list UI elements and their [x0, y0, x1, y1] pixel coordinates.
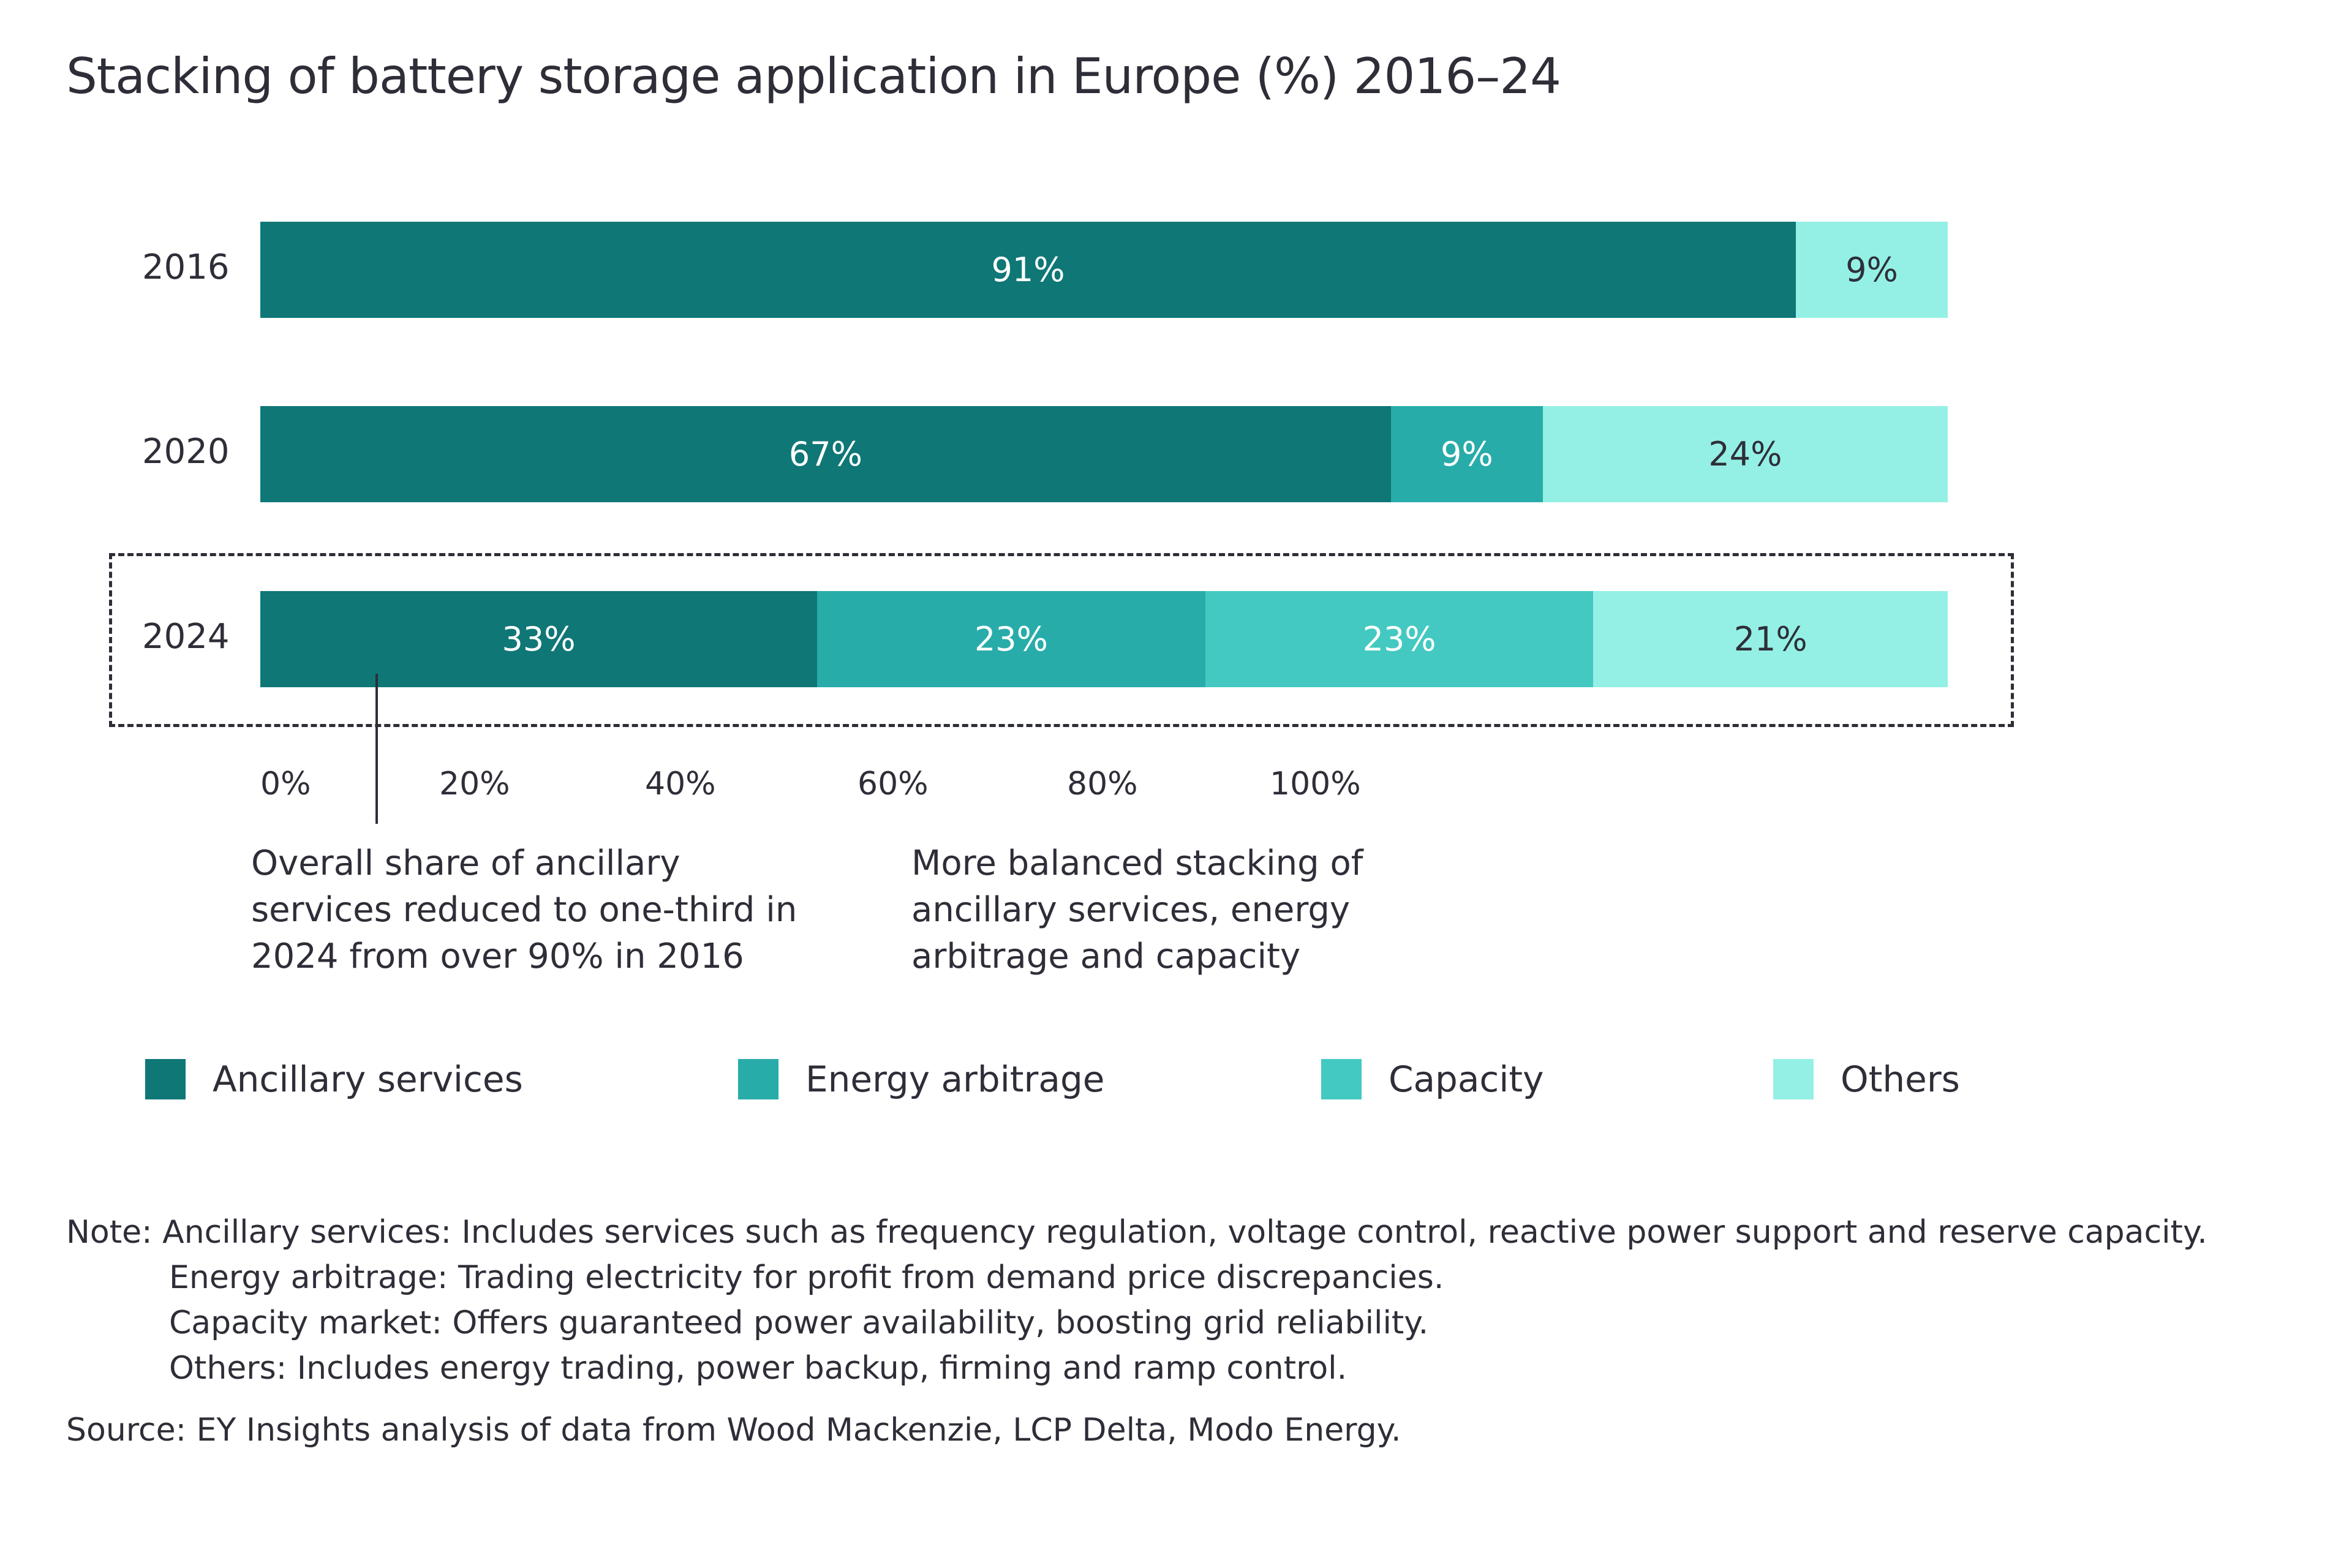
bar-segment-ancillary-services: 33% [260, 591, 818, 687]
bar-segment-energy-arbitrage: 23% [817, 591, 1205, 687]
x-tick-label: 100% [1270, 766, 1361, 802]
bar-segment-others: 9% [1796, 222, 1948, 318]
stacked-bar-2024: 33% 23% 23% 21% [260, 591, 1948, 687]
annotation-ancillary: Overall share of ancillary services redu… [251, 840, 797, 980]
legend-label: Energy arbitrage [805, 1058, 1105, 1100]
chart-source: Source: EY Insights analysis of data fro… [66, 1412, 1401, 1449]
legend-swatch [1321, 1059, 1362, 1099]
legend-item: Capacity [1321, 1058, 1544, 1100]
legend-swatch [1773, 1059, 1814, 1099]
bar-segment-ancillary-services: 91% [260, 222, 1796, 318]
annotation-line: arbitrage and capacity [911, 937, 1301, 976]
chart-notes: Note: Ancillary services: Includes servi… [66, 1210, 2207, 1391]
legend-label: Ancillary services [213, 1058, 523, 1100]
highlight-box-2024 [109, 553, 2014, 727]
data-label: 9% [1440, 435, 1493, 473]
bar-segment-others: 21% [1593, 591, 1948, 687]
x-tick-label: 20% [439, 766, 510, 802]
bar-segment-ancillary-services: 67% [260, 406, 1391, 502]
bar-segment-others: 24% [1542, 406, 1948, 502]
legend-label: Capacity [1389, 1058, 1544, 1100]
data-label: 23% [1362, 620, 1436, 658]
bar-segment-capacity: 23% [1205, 591, 1594, 687]
annotation-line: services reduced to one-third in [251, 890, 797, 930]
annotation-line: 2024 from over 90% in 2016 [251, 937, 744, 976]
x-tick-label: 0% [260, 766, 311, 802]
bar-segment-energy-arbitrage: 9% [1390, 406, 1543, 502]
annotation-line: More balanced stacking of [911, 843, 1363, 883]
data-label: 24% [1708, 435, 1782, 473]
data-label: 91% [991, 251, 1065, 289]
data-label: 33% [502, 620, 576, 658]
note-line: Energy arbitrage: Trading electricity fo… [169, 1259, 1444, 1296]
annotation-leader-line [375, 674, 378, 824]
annotation-line: Overall share of ancillary [251, 843, 680, 883]
x-tick-label: 80% [1067, 766, 1138, 802]
data-label: 9% [1845, 251, 1898, 289]
data-label: 23% [974, 620, 1048, 658]
note-line: Capacity market: Offers guaranteed power… [169, 1305, 1429, 1341]
legend-item: Energy arbitrage [738, 1058, 1104, 1100]
y-tick-label: 2016 [142, 247, 230, 287]
legend-item: Others [1773, 1058, 1960, 1100]
annotation-line: ancillary services, energy [911, 890, 1351, 930]
note-line: Note: Ancillary services: Includes servi… [66, 1214, 2207, 1251]
legend-swatch [145, 1059, 186, 1099]
chart-title: Stacking of battery storage application … [66, 48, 1561, 105]
x-tick-label: 60% [858, 766, 929, 802]
y-tick-label: 2024 [142, 617, 230, 657]
legend-swatch [738, 1059, 778, 1099]
annotation-balanced: More balanced stacking of ancillary serv… [911, 840, 1363, 980]
note-line: Others: Includes energy trading, power b… [169, 1350, 1348, 1387]
stacked-bar-2020: 67% 9% 24% [260, 406, 1948, 502]
legend-item: Ancillary services [145, 1058, 523, 1100]
legend-label: Others [1841, 1058, 1960, 1100]
data-label: 67% [788, 435, 862, 473]
y-tick-label: 2020 [142, 432, 230, 472]
stacked-bar-2016: 91% 9% [260, 222, 1948, 318]
data-label: 21% [1733, 620, 1807, 658]
x-tick-label: 40% [645, 766, 716, 802]
